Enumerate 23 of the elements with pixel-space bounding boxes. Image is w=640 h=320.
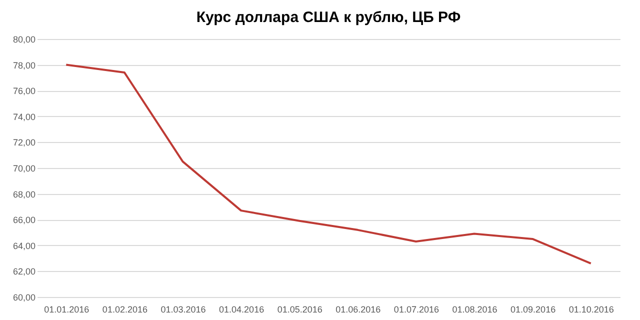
y-tick-label: 68,00 <box>12 189 36 200</box>
y-tick-label: 74,00 <box>12 112 36 122</box>
x-tick-label: 01.03.2016 <box>160 304 206 314</box>
y-tick-label: 60,00 <box>12 292 36 302</box>
y-tick-label: 78,00 <box>12 60 36 70</box>
x-tick-label: 01.06.2016 <box>336 304 381 314</box>
x-tick-label: 01.07.2016 <box>394 304 439 314</box>
x-tick-label: 01.08.2016 <box>452 304 498 314</box>
x-tick-label: 01.10.2016 <box>568 304 614 314</box>
x-tick-label: 01.02.2016 <box>102 304 148 314</box>
x-tick-label: 01.04.2016 <box>219 304 264 314</box>
x-tick-label: 01.05.2016 <box>277 304 322 314</box>
y-tick-label: 80,00 <box>12 34 36 44</box>
x-tick-label: 01.09.2016 <box>510 304 556 314</box>
y-tick-label: 72,00 <box>12 138 36 148</box>
line-series <box>65 64 592 264</box>
y-tick-label: 76,00 <box>12 86 36 96</box>
y-tick-label: 70,00 <box>12 164 36 174</box>
x-tick-label: 01.01.2016 <box>44 304 90 314</box>
y-tick-label: 66,00 <box>12 215 36 226</box>
chart-title: Курс доллара США к рублю, ЦБ РФ <box>196 9 461 26</box>
y-tick-label: 64,00 <box>12 240 36 251</box>
y-tick-label: 62,00 <box>12 266 36 277</box>
